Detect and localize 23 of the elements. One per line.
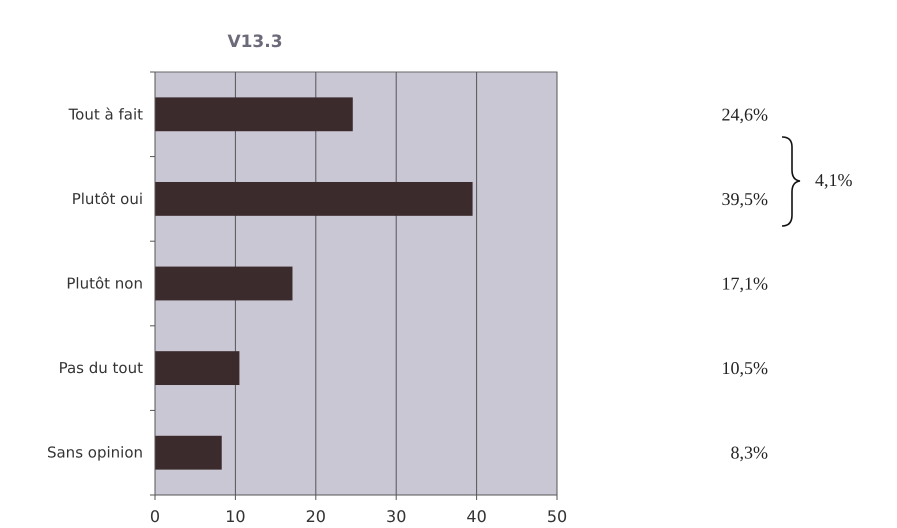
bar [155, 266, 292, 300]
data-label: 39,5% [722, 188, 768, 209]
bar [155, 182, 473, 216]
y-tick-label: Plutôt oui [72, 190, 143, 208]
x-tick-label: 30 [386, 507, 406, 526]
chart-title: V13.3 [227, 32, 283, 52]
data-label: 8,3% [730, 442, 768, 463]
bar [155, 351, 240, 386]
y-tick-label: Sans opinion [46, 444, 143, 462]
bar [155, 97, 353, 132]
text: 4,1% [815, 170, 852, 190]
data-label: 10,5% [722, 358, 768, 378]
x-tick-label: 0 [150, 507, 160, 526]
y-tick-label: Tout à fait [68, 105, 144, 124]
y-tick-label: Pas du tout [58, 359, 144, 378]
x-tick-label: 50 [546, 507, 568, 526]
x-tick-label: 40 [466, 507, 487, 526]
x-tick-label: 20 [306, 507, 326, 526]
x-tick-label: 10 [225, 507, 246, 526]
bar [155, 436, 222, 470]
y-tick-label: Plutôt non [66, 274, 143, 292]
data-label: 17,1% [722, 274, 768, 294]
data-label: 24,6% [722, 104, 768, 124]
